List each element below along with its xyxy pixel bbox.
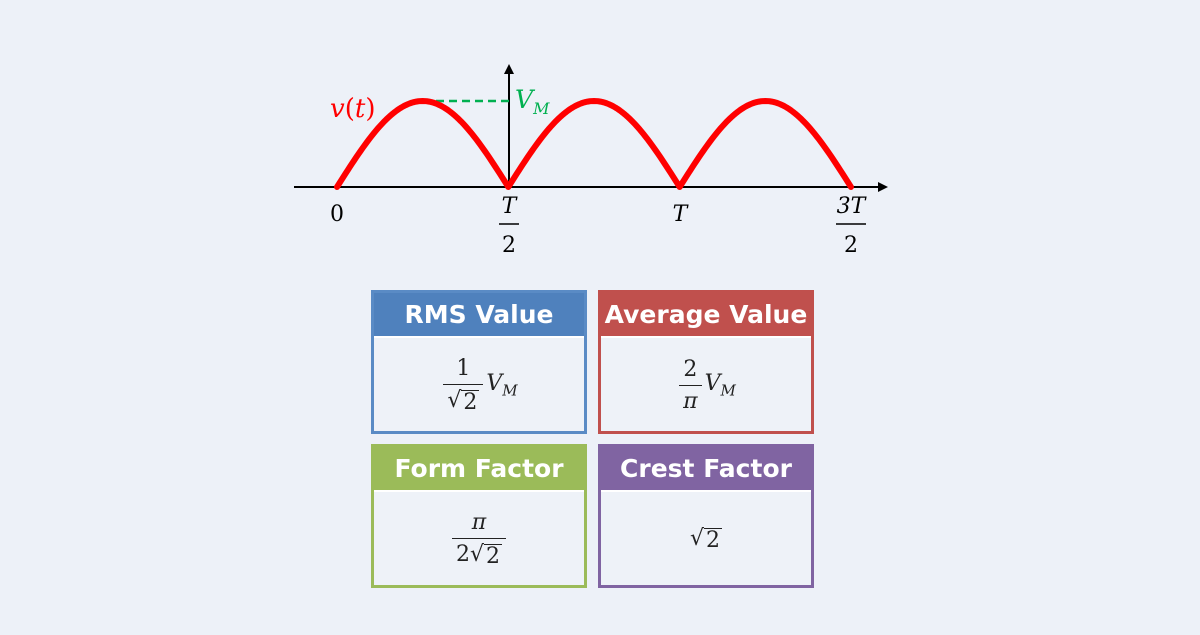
rms-vm: VM bbox=[486, 371, 518, 400]
average-value-title: Average Value bbox=[601, 293, 811, 336]
rms-sqrt: √ 2 bbox=[447, 388, 480, 415]
form-fraction: π 2 √ 2 bbox=[451, 510, 507, 569]
avg-denominator: π bbox=[679, 384, 702, 415]
average-value-formula: 2 π VM bbox=[601, 336, 811, 433]
crest-factor-title: Crest Factor bbox=[601, 447, 811, 490]
rms-value-formula: 1 √ 2 VM bbox=[374, 336, 584, 433]
crest-sqrt: √ 2 bbox=[689, 526, 723, 553]
crest-factor-formula: √ 2 bbox=[601, 490, 811, 587]
rms-denominator: √ 2 bbox=[443, 384, 484, 415]
tick-half-den: 2 bbox=[502, 233, 516, 258]
tick-three-half-den: 2 bbox=[844, 233, 858, 258]
rectified-sine-wave bbox=[334, 98, 854, 190]
tick-three-half-num: 3T bbox=[837, 194, 868, 219]
signal-label: v(t) bbox=[330, 94, 375, 124]
tick-zero: 0 bbox=[330, 202, 344, 227]
waveform-diagram: v(t) VM 0 T 2 T 3T 2 bbox=[294, 64, 888, 258]
form-denominator: 2 √ 2 bbox=[451, 538, 507, 569]
avg-fraction: 2 π bbox=[679, 356, 702, 415]
tick-half-num: T bbox=[502, 194, 519, 219]
avg-vm: VM bbox=[704, 371, 736, 400]
avg-numerator: 2 bbox=[683, 356, 698, 382]
rms-numerator: 1 bbox=[456, 356, 471, 381]
peak-label: VM bbox=[515, 85, 550, 118]
rms-value-title: RMS Value bbox=[374, 293, 584, 336]
average-value-card: Average Value 2 π VM bbox=[598, 290, 814, 434]
rms-fraction: 1 √ 2 bbox=[443, 356, 484, 415]
rms-value-card: RMS Value 1 √ 2 VM bbox=[371, 290, 587, 434]
form-factor-card: Form Factor π 2 √ 2 bbox=[371, 444, 587, 588]
tick-full: T bbox=[673, 202, 690, 227]
crest-factor-card: Crest Factor √ 2 bbox=[598, 444, 814, 588]
form-factor-formula: π 2 √ 2 bbox=[374, 490, 584, 587]
form-numerator: π bbox=[471, 510, 487, 535]
form-sqrt: √ 2 bbox=[469, 542, 503, 569]
form-factor-title: Form Factor bbox=[374, 447, 584, 490]
